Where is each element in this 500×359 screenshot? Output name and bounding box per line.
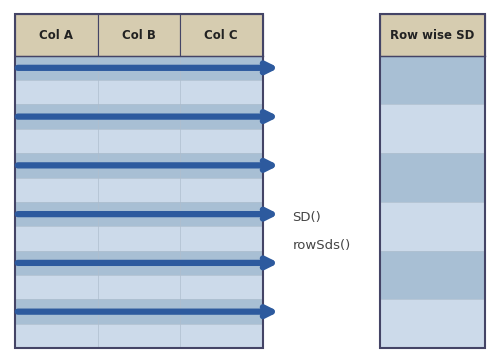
Bar (15, 251, 98, 275)
Bar (98, 14, 180, 56)
Bar (180, 14, 262, 56)
Text: SD(): SD() (292, 211, 321, 224)
Bar (15, 275, 98, 299)
Bar (15, 299, 98, 324)
Bar (180, 56, 262, 80)
Bar (180, 226, 262, 251)
Bar (180, 104, 262, 129)
Bar (380, 202, 485, 251)
Bar (98, 226, 180, 251)
Bar (180, 251, 262, 275)
Bar (98, 129, 180, 153)
Bar (98, 275, 180, 299)
Text: rowSds(): rowSds() (292, 239, 351, 252)
Bar (180, 299, 262, 324)
Bar (380, 251, 485, 299)
Bar (380, 14, 485, 56)
Bar (15, 226, 98, 251)
Bar (98, 56, 180, 80)
Bar (380, 14, 485, 348)
Bar (380, 104, 485, 153)
Bar (98, 251, 180, 275)
Bar (98, 202, 180, 226)
Bar (180, 129, 262, 153)
Bar (15, 129, 98, 153)
Bar (180, 178, 262, 202)
Bar (15, 14, 262, 348)
Bar (380, 299, 485, 348)
Bar (180, 153, 262, 178)
Bar (180, 275, 262, 299)
Bar (180, 80, 262, 104)
Bar (15, 14, 98, 56)
Bar (180, 202, 262, 226)
Bar (15, 178, 98, 202)
Bar (98, 324, 180, 348)
Bar (15, 80, 98, 104)
Bar (15, 202, 98, 226)
Text: Col C: Col C (204, 28, 238, 42)
Bar (98, 299, 180, 324)
Bar (98, 178, 180, 202)
Bar (98, 153, 180, 178)
Bar (15, 56, 98, 80)
Text: Col A: Col A (39, 28, 73, 42)
Bar (180, 324, 262, 348)
Bar (15, 153, 98, 178)
Bar (380, 56, 485, 104)
Bar (380, 153, 485, 202)
Bar (98, 80, 180, 104)
Bar (15, 104, 98, 129)
Bar (98, 104, 180, 129)
Bar (15, 324, 98, 348)
Text: Col B: Col B (122, 28, 156, 42)
Text: Row wise SD: Row wise SD (390, 28, 474, 42)
